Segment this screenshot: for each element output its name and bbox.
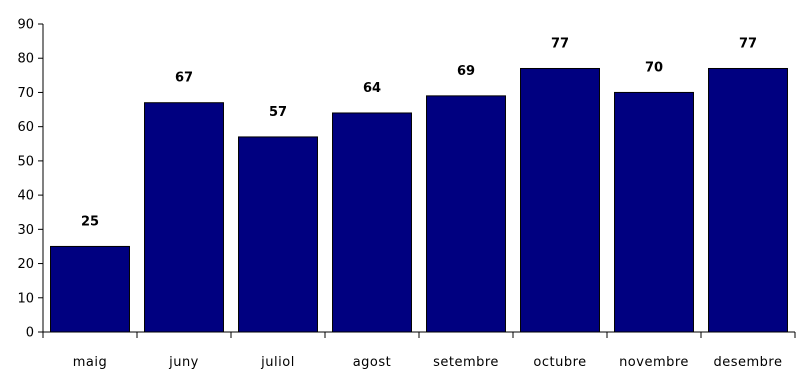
bar-agost — [332, 112, 412, 333]
x-tick-label-novembre: novembre — [619, 355, 689, 370]
x-tick-label-agost: agost — [353, 355, 392, 370]
bar-setembre — [426, 95, 506, 333]
data-label-maig: 25 — [81, 214, 99, 229]
data-labels: 25 67 57 64 69 77 70 77 — [81, 36, 757, 229]
bar-desembre — [708, 67, 788, 333]
x-tick-label-juny: juny — [168, 355, 199, 370]
bars — [50, 67, 788, 333]
x-tick-label-desembre: desembre — [714, 355, 783, 370]
data-label-desembre: 77 — [739, 36, 757, 51]
bar-octubre — [520, 67, 600, 333]
y-tick-label: 90 — [17, 18, 34, 33]
y-tick-label: 70 — [17, 86, 34, 101]
x-tick-label-juliol: juliol — [260, 355, 295, 370]
y-tick-label: 0 — [26, 326, 34, 341]
data-label-octubre: 77 — [551, 36, 569, 51]
bar-maig — [50, 245, 130, 333]
data-label-setembre: 69 — [457, 64, 475, 79]
y-tick-label: 60 — [17, 120, 34, 135]
y-tick-label: 50 — [17, 154, 34, 169]
y-tick-label: 80 — [17, 52, 34, 67]
y-tick-label: 10 — [17, 291, 34, 306]
y-axis: 0 10 20 30 40 50 60 70 80 90 — [17, 18, 44, 341]
bar-juny — [144, 102, 224, 333]
data-label-agost: 64 — [363, 81, 381, 96]
data-label-juliol: 57 — [269, 105, 287, 120]
data-label-juny: 67 — [175, 71, 193, 86]
y-tick-label: 30 — [17, 223, 34, 238]
x-tick-label-maig: maig — [73, 355, 108, 370]
y-tick-label: 40 — [17, 189, 34, 204]
bar-novembre — [614, 91, 694, 333]
bar-juliol — [238, 136, 318, 333]
x-tick-label-setembre: setembre — [433, 355, 499, 370]
y-tick-label: 20 — [17, 257, 34, 272]
x-axis: maig juny juliol agost setembre octubre novemb… — [42, 331, 796, 370]
x-tick-label-octubre: octubre — [533, 355, 586, 370]
data-label-novembre: 70 — [645, 60, 663, 75]
